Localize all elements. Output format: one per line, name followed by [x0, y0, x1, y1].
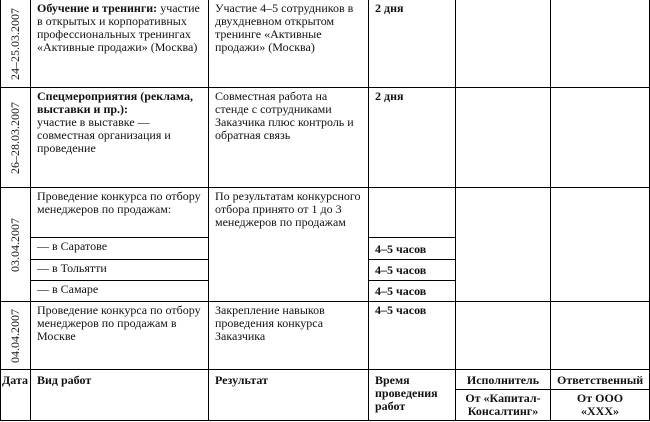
- result: По результатам конкурсного отбора принят…: [215, 189, 361, 229]
- work: — в Саратове: [37, 239, 108, 253]
- date: 04.04.2007: [8, 308, 22, 363]
- header-work: Вид работ: [37, 373, 92, 387]
- header-cell: Дата: [1, 370, 31, 421]
- header-executor-sub: От «Капитал-Консалтинг»: [465, 391, 541, 418]
- date: 24–25.03.2007: [8, 7, 22, 80]
- responsible-cell: [551, 88, 650, 188]
- work-cell: Спецмероприятия (реклама, выставки и пр.…: [31, 88, 209, 188]
- time-cell: 2 дня: [369, 0, 456, 88]
- time-cell: 4–5 часов: [369, 238, 456, 260]
- time: 2 дня: [375, 89, 404, 103]
- header-result: Результат: [215, 373, 269, 387]
- time-cell: 2 дня: [369, 88, 456, 188]
- date-cell: 26–28.03.2007: [1, 88, 31, 188]
- time: 2 дня: [375, 1, 404, 15]
- header-cell: Ответственный: [551, 370, 650, 390]
- time: 4–5 часов: [375, 242, 427, 256]
- result-cell: Совместная работа на стенде с сотрудника…: [209, 88, 369, 188]
- date: 03.04.2007: [8, 217, 22, 272]
- header-responsible-sub: От ООО «XXX»: [576, 391, 624, 418]
- result-cell: По результатам конкурсного отбора принят…: [209, 188, 369, 302]
- header-time: Время проведения работ: [375, 373, 438, 413]
- executor-cell: [456, 88, 551, 188]
- responsible-cell: [551, 302, 650, 370]
- time: 4–5 часов: [375, 284, 427, 298]
- work-cell: — в Тольятти: [31, 260, 209, 281]
- executor-cell: [456, 0, 551, 88]
- work: Проведение конкурса по отбору менеджеров…: [37, 189, 201, 216]
- work-title: Спецмероприятия (реклама, выставки и пр.…: [37, 89, 194, 116]
- header-cell: Исполнитель: [456, 370, 551, 390]
- header-cell: Вид работ: [31, 370, 209, 421]
- time-cell: 4–5 часов: [369, 281, 456, 302]
- result-cell: Участие 4–5 сотрудников в двухдневном от…: [209, 0, 369, 88]
- date: 26–28.03.2007: [8, 101, 22, 174]
- responsible-cell: [551, 188, 650, 302]
- work: Проведение конкурса по отбору менеджеров…: [37, 303, 201, 343]
- work-cell: Проведение конкурса по отбору менеджеров…: [31, 188, 209, 238]
- work-title: Обучение и тренинги:: [37, 1, 158, 15]
- time: 4–5 часов: [375, 263, 427, 277]
- date-cell: 24–25.03.2007: [1, 0, 31, 88]
- time-cell: 4–5 часов: [369, 260, 456, 281]
- executor-cell: [456, 302, 551, 370]
- date-cell: 04.04.2007: [1, 302, 31, 370]
- result: Закрепление навыков проведения конкурса …: [215, 303, 325, 343]
- header-cell: Результат: [209, 370, 369, 421]
- time: 4–5 часов: [375, 303, 427, 317]
- time-cell: 4–5 часов: [369, 302, 456, 370]
- header-cell: Время проведения работ: [369, 370, 456, 421]
- work-cell: Проведение конкурса по отбору менеджеров…: [31, 302, 209, 370]
- date-cell: 03.04.2007: [1, 188, 31, 302]
- header-cell: От ООО «XXX»: [551, 390, 650, 421]
- executor-cell: [456, 188, 551, 302]
- time-cell: [369, 188, 456, 238]
- work: — в Тольятти: [37, 261, 107, 275]
- header-date: Дата: [2, 373, 28, 387]
- result-cell: Закрепление навыков проведения конкурса …: [209, 302, 369, 370]
- header-responsible: Ответственный: [557, 373, 644, 387]
- result: Совместная работа на стенде с сотрудника…: [215, 89, 354, 142]
- work: участие в открытых и корпоративных профе…: [37, 1, 200, 54]
- responsible-cell: [551, 0, 650, 88]
- header-executor: Исполнитель: [466, 373, 540, 387]
- work: — в Самаре: [37, 282, 99, 296]
- work-cell: Обучение и тренинги: участие в открытых …: [31, 0, 209, 88]
- work-cell: — в Саратове: [31, 238, 209, 260]
- work: участие в выставке — совместная организа…: [37, 115, 171, 155]
- header-cell: От «Капитал-Консалтинг»: [456, 390, 551, 421]
- work-cell: — в Самаре: [31, 281, 209, 302]
- result: Участие 4–5 сотрудников в двухдневном от…: [215, 1, 354, 54]
